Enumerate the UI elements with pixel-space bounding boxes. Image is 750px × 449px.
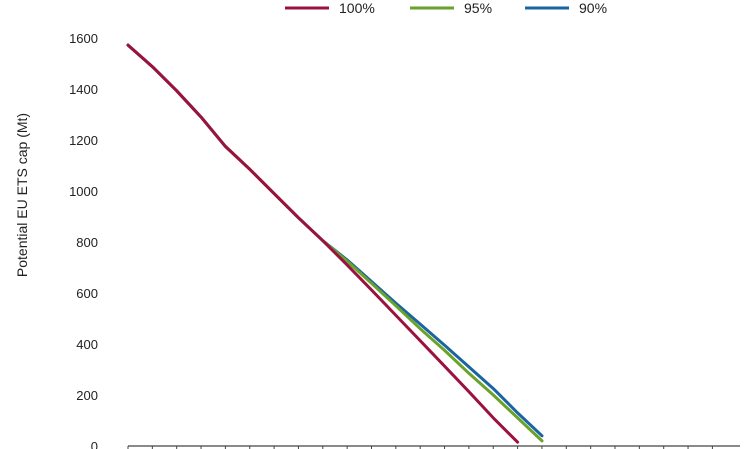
y-tick-label: 1000	[69, 184, 98, 199]
y-tick-label: 1400	[69, 82, 98, 97]
legend-label: 90%	[579, 0, 607, 16]
y-tick-label: 400	[76, 337, 98, 352]
legend-label: 95%	[464, 0, 492, 16]
y-tick-label: 800	[76, 235, 98, 250]
y-axis-ticks: 0 200 400 600 800 1000 1200 1400 1600	[69, 31, 98, 449]
legend-label: 100%	[339, 0, 375, 16]
y-tick-label: 1600	[69, 31, 98, 46]
y-tick-label: 0	[91, 439, 98, 449]
y-tick-label: 200	[76, 388, 98, 403]
y-tick-label: 1200	[69, 133, 98, 148]
y-tick-label: 600	[76, 286, 98, 301]
series-lines	[126, 43, 544, 444]
legend: 100% 95% 90%	[285, 0, 607, 16]
y-axis-title: Potential EU ETS cap (Mt)	[14, 113, 30, 277]
series-line-100pct	[126, 43, 520, 444]
x-axis	[127, 445, 740, 449]
